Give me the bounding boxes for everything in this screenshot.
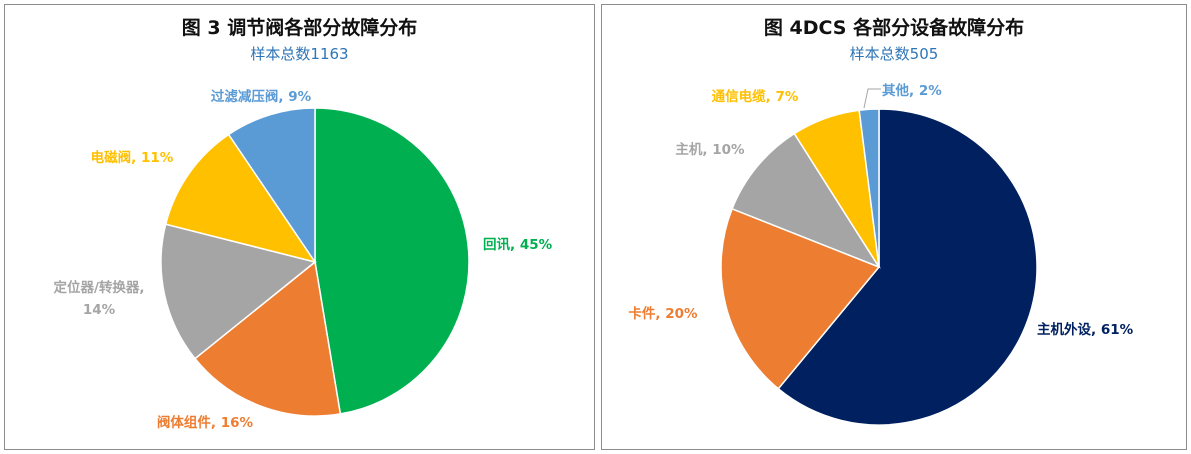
data-label: 过滤减压阀, 9% <box>211 88 312 105</box>
data-label: 定位器/转换器, 14% <box>53 279 144 318</box>
pie-slice <box>227 107 316 265</box>
pie-slice <box>160 223 317 360</box>
pie-slice <box>731 132 881 269</box>
chart-panel-dcs: 图 4DCS 各部分设备故障分布 样本总数505 主机外设, 61% 卡件, 20… <box>601 4 1187 450</box>
chart-title: 图 4DCS 各部分设备故障分布 <box>763 17 1025 39</box>
chart-subtitle: 样本总数1163 <box>250 45 349 63</box>
data-label: 其他, 2% <box>882 82 942 99</box>
data-label: 电磁阀, 11% <box>91 149 174 166</box>
pie-slice <box>720 207 881 390</box>
data-label: 阀体组件, 16% <box>157 414 254 431</box>
pie-slice <box>777 108 1038 426</box>
pie-slice <box>193 260 342 417</box>
pie-slice <box>858 108 880 268</box>
pie-chart-dcs: 主机外设, 61% 卡件, 20% 主机, 10% 通信电缆, 7% 其他, 2% <box>628 82 1134 426</box>
data-label: 主机, 10% <box>675 141 745 158</box>
chart-panel-valve: 图 3 调节阀各部分故障分布 样本总数1163 回讯, 45% 阀体组件, 16%… <box>4 4 595 450</box>
data-label: 回讯, 45% <box>483 237 553 253</box>
chart-subtitle: 样本总数505 <box>849 45 939 63</box>
data-label: 卡件, 20% <box>628 305 698 322</box>
pie-chart-valve: 回讯, 45% 阀体组件, 16% 定位器/转换器, 14% 电磁阀, 11% 过滤减压阀… <box>53 88 553 431</box>
data-label: 主机外设, 61% <box>1037 321 1134 338</box>
chart-title: 图 3 调节阀各部分故障分布 <box>181 17 418 39</box>
pie-slice <box>314 107 470 415</box>
pie-slice <box>164 133 317 264</box>
label-leader-line <box>863 88 881 109</box>
data-label: 通信电缆, 7% <box>712 88 799 105</box>
